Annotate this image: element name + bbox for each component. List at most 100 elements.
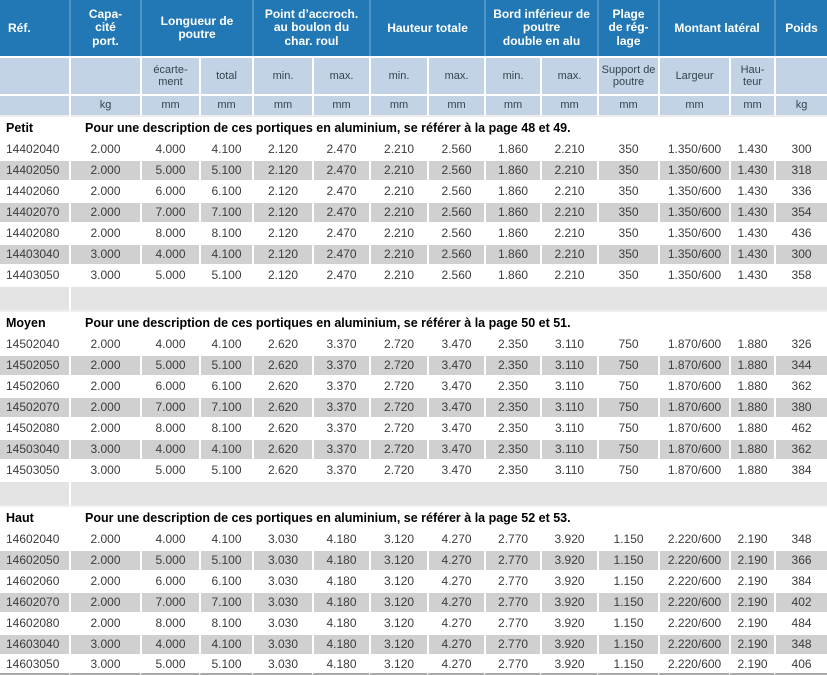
col-subheader-label: max. <box>444 69 469 82</box>
value-cell-label: 366 <box>791 553 812 568</box>
value-cell-label: 3.470 <box>441 421 472 436</box>
value-cell-label: 2.470 <box>326 163 357 178</box>
value-cell-label: 462 <box>791 421 812 436</box>
value-cell: 2.210 <box>540 222 598 243</box>
value-cell: 462 <box>774 417 827 438</box>
ref-cell: 14502040 <box>0 333 69 354</box>
value-cell-label: 3.110 <box>554 358 585 373</box>
ref-cell-label: 14602070 <box>6 595 60 610</box>
section-header-row-haut: Haut Pour une description de ces portique… <box>0 505 827 528</box>
value-cell: 2.720 <box>369 354 428 375</box>
value-cell: 1.880 <box>729 396 775 417</box>
value-cell-label: 2.000 <box>90 574 121 589</box>
value-cell-label: 1.350/600 <box>667 268 722 283</box>
value-cell-label: 2.000 <box>90 358 121 373</box>
value-cell: 2.620 <box>252 333 313 354</box>
ref-cell-label: 14402050 <box>6 163 60 178</box>
subheader-row: écarte- ment total min. max. min. max. min. max… <box>0 56 827 94</box>
value-cell: 6.100 <box>199 570 253 591</box>
value-cell: 2.190 <box>729 549 775 570</box>
col-subheader-label: min. <box>388 69 410 82</box>
value-cell: 1.350/600 <box>658 264 730 285</box>
value-cell-label: 3.000 <box>90 442 121 457</box>
col-subheader: Support de poutre <box>597 56 659 94</box>
value-cell-label: 3.000 <box>90 463 121 478</box>
value-cell-label: 348 <box>791 532 812 547</box>
value-cell-label: 2.350 <box>498 379 529 394</box>
value-cell: 750 <box>597 459 659 480</box>
value-cell: 3.030 <box>252 549 313 570</box>
value-cell: 4.000 <box>140 438 199 459</box>
value-cell-label: 1.150 <box>613 532 644 547</box>
value-cell: 1.860 <box>484 201 541 222</box>
value-cell: 2.560 <box>427 159 485 180</box>
value-cell: 7.100 <box>199 591 253 612</box>
value-cell-label: 2.000 <box>90 163 121 178</box>
value-cell: 3.110 <box>540 396 598 417</box>
value-cell: 2.350 <box>484 333 541 354</box>
value-cell-label: 326 <box>791 337 812 352</box>
value-cell-label: 350 <box>618 268 639 283</box>
ref-cell: 14402040 <box>0 138 69 159</box>
value-cell: 318 <box>774 159 827 180</box>
value-cell-label: 1.350/600 <box>667 247 722 262</box>
value-cell: 3.920 <box>540 528 598 549</box>
value-cell-label: 2.470 <box>326 142 357 157</box>
value-cell-label: 5.100 <box>211 358 242 373</box>
value-cell-label: 402 <box>791 595 812 610</box>
value-cell: 8.100 <box>199 417 253 438</box>
value-cell: 2.120 <box>252 180 313 201</box>
value-cell-label: 3.120 <box>384 574 415 589</box>
value-cell-label: 750 <box>618 337 639 352</box>
value-cell-label: 484 <box>791 616 812 631</box>
value-cell: 2.210 <box>540 138 598 159</box>
value-cell-label: 354 <box>791 205 812 220</box>
value-cell-label: 2.560 <box>441 142 472 157</box>
section-description-label: Pour une description de ces portiques en… <box>85 510 571 525</box>
value-cell: 2.560 <box>427 180 485 201</box>
value-cell-label: 3.000 <box>90 657 121 672</box>
section-name-label: Haut <box>6 510 34 525</box>
value-cell: 2.000 <box>69 612 140 633</box>
value-cell: 3.370 <box>312 396 370 417</box>
value-cell-label: 2.000 <box>90 379 121 394</box>
value-cell: 2.620 <box>252 459 313 480</box>
value-cell-label: 6.100 <box>211 574 242 589</box>
col-subheader: max. <box>312 56 370 94</box>
table-row: 14603040 3.000 4.000 4.100 3.030 4.180 3.120 4.… <box>0 633 827 654</box>
value-cell-label: 3.920 <box>554 616 585 631</box>
value-cell-label: 3.030 <box>268 553 299 568</box>
value-cell-label: 2.220/600 <box>667 532 722 547</box>
value-cell: 2.190 <box>729 633 775 654</box>
value-cell-label: 2.560 <box>441 247 472 262</box>
value-cell-label: 750 <box>618 379 639 394</box>
ref-cell: 14502050 <box>0 354 69 375</box>
value-cell-label: 4.000 <box>155 247 186 262</box>
value-cell-label: 3.920 <box>554 574 585 589</box>
value-cell-label: 2.210 <box>554 163 585 178</box>
value-cell: 1.430 <box>729 138 775 159</box>
value-cell-label: 3.920 <box>554 657 585 672</box>
value-cell-label: 2.000 <box>90 205 121 220</box>
value-cell: 300 <box>774 138 827 159</box>
ref-cell-label: 14402060 <box>6 184 60 199</box>
value-cell-label: 3.370 <box>326 400 357 415</box>
value-cell: 1.430 <box>729 159 775 180</box>
ref-cell: 14503040 <box>0 438 69 459</box>
value-cell: 7.000 <box>140 591 199 612</box>
col-unit-label: kg <box>99 99 112 112</box>
value-cell-label: 2.470 <box>326 226 357 241</box>
value-cell: 4.180 <box>312 549 370 570</box>
value-cell: 2.120 <box>252 138 313 159</box>
value-cell: 1.430 <box>729 180 775 201</box>
value-cell-label: 6.000 <box>155 184 186 199</box>
value-cell-label: 1.870/600 <box>667 463 722 478</box>
value-cell-label: 2.120 <box>268 205 299 220</box>
value-cell: 1.150 <box>597 528 659 549</box>
value-cell-label: 7.000 <box>155 400 186 415</box>
col-subheader-label: min. <box>272 69 294 82</box>
value-cell-label: 4.000 <box>155 442 186 457</box>
section-gap-row <box>0 285 827 310</box>
value-cell: 6.000 <box>140 570 199 591</box>
value-cell: 5.000 <box>140 264 199 285</box>
